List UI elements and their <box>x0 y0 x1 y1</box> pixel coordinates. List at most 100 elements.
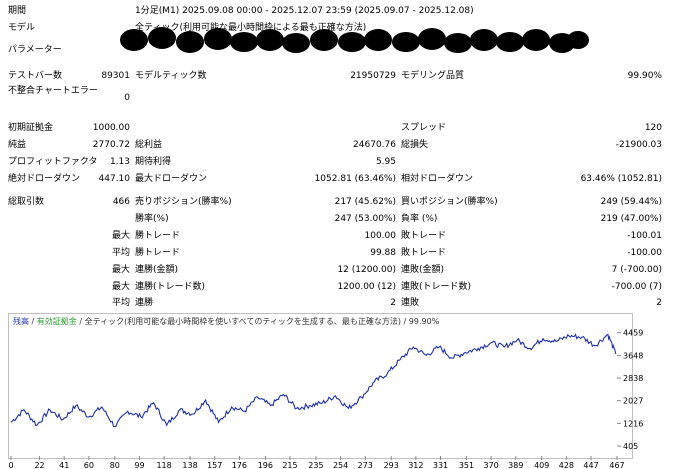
mismatch-value: 0 <box>124 93 130 103</box>
x-tick-label: 80 <box>110 461 120 469</box>
max-win-value: 100.00 <box>364 231 397 241</box>
x-tick-label: 157 <box>207 461 222 469</box>
y-tick-label: 2838 <box>623 374 643 383</box>
max-drawdown-label: 最大ドローダウン <box>135 174 208 184</box>
x-tick-label: 370 <box>483 461 498 469</box>
test-bars-value: 89301 <box>101 71 130 81</box>
max-drawdown-value: 1052.81 (63.46%) <box>314 174 396 184</box>
initial-deposit-value: 1000.00 <box>92 123 130 133</box>
legend-quality: 99.90% <box>408 317 440 326</box>
x-tick-label: 273 <box>358 461 373 469</box>
x-tick-label: 176 <box>232 461 247 469</box>
model-ticks-label: モデルティック数 <box>135 71 207 81</box>
max-consec-win-count-value: 1200.00 (12) <box>337 282 396 292</box>
legend-equity: 有効証拠金 <box>36 317 77 326</box>
x-tick-label: 196 <box>258 461 273 469</box>
max-consec-loss-count-label: 連敗(トレード数) <box>401 282 472 292</box>
x-tick-label: 467 <box>609 461 624 469</box>
x-tick-label: 312 <box>408 461 423 469</box>
y-tick-label: 3648 <box>623 351 643 360</box>
profit-factor-value: 1.13 <box>109 157 130 167</box>
net-profit-value: 2770.72 <box>92 140 130 150</box>
x-tick-label: 22 <box>34 461 44 469</box>
x-tick-label: 447 <box>583 461 598 469</box>
gross-profit-label: 総利益 <box>135 140 163 150</box>
legend-separator: / <box>79 317 83 326</box>
mismatch-label: 不整合チャートエラー <box>8 86 98 96</box>
x-tick-label: 331 <box>433 461 448 469</box>
max-consec-win-count-label: 連勝(トレード数) <box>135 282 206 292</box>
x-tick-label: 41 <box>59 461 69 469</box>
avg-win-label: 勝トレード <box>135 248 181 258</box>
period-label: 期間 <box>8 6 27 16</box>
avg-prefix: 平均 <box>111 298 130 308</box>
x-tick-label: 138 <box>182 461 197 469</box>
max-prefix: 最大 <box>111 231 130 241</box>
max-consec-loss-amount-value: 7 (-700.00) <box>611 265 662 275</box>
max-win-label: 勝トレード <box>135 231 181 241</box>
total-trades-value: 466 <box>112 197 130 207</box>
win-rate-value: 247 (53.00%) <box>334 214 396 224</box>
avg-prefix: 平均 <box>111 248 130 258</box>
spread-label: スプレッド <box>401 123 447 133</box>
absolute-drawdown-label: 絶対ドローダウン <box>8 174 81 184</box>
period-value: 1分足(M1) 2025.09.08 00:00 - 2025.12.07 23… <box>135 6 474 16</box>
max-loss-label: 敗トレード <box>401 231 447 241</box>
balance-chart-svg: 405 1216 2027 2838 3648 4459 0 22 41 60 80 99 118 138… <box>8 329 643 469</box>
model-ticks-value: 21950729 <box>350 71 396 81</box>
legend-model-text: 全ティック(利用可能な最小時間枠を使いすべてのティックを生成する、最も正確な方法… <box>84 317 401 326</box>
x-tick-label: 351 <box>459 461 474 469</box>
x-tick-label: 118 <box>156 461 171 469</box>
gross-profit-value: 24670.76 <box>353 140 396 150</box>
loss-rate-label: 負率 (%) <box>401 214 438 224</box>
test-bars-label: テストバー数 <box>8 71 63 81</box>
balance-series-line <box>10 333 617 428</box>
x-tick-label: 235 <box>308 461 323 469</box>
short-positions-label: 売りポジション(勝率%) <box>135 197 232 207</box>
initial-deposit-label: 初期証拠金 <box>8 123 54 133</box>
expected-payoff-value: 5.95 <box>375 157 396 167</box>
parameters-label: パラメーター <box>8 45 62 55</box>
relative-drawdown-label: 相対ドローダウン <box>401 174 474 184</box>
spread-value: 120 <box>644 123 662 133</box>
avg-consec-win-value: 2 <box>390 298 396 308</box>
absolute-drawdown-value: 447.10 <box>98 174 131 184</box>
balance-chart: 405 1216 2027 2838 3648 4459 0 22 41 60 80 99 118 138… <box>8 313 643 469</box>
max-consec-loss-count-value: -700.00 (7) <box>611 282 662 292</box>
x-tick-label: 254 <box>333 461 348 469</box>
x-tick-label: 389 <box>508 461 523 469</box>
legend-separator: / <box>31 317 35 326</box>
max-consec-win-amount-value: 12 (1200.00) <box>337 265 396 275</box>
net-profit-label: 純益 <box>8 140 27 150</box>
avg-consec-win-label: 連勝 <box>135 298 154 308</box>
max-prefix: 最大 <box>111 282 130 292</box>
model-quality-value: 99.90% <box>627 71 662 81</box>
x-tick-label: 0 <box>8 461 13 469</box>
relative-drawdown-value: 63.46% (1052.81) <box>580 174 662 184</box>
long-positions-value: 249 (59.44%) <box>600 197 662 207</box>
model-value: 全ティック(利用可能な最小時間枠による最も正確な方法) <box>135 23 367 33</box>
x-tick-label: 293 <box>384 461 399 469</box>
legend-balance: 残高 <box>13 317 29 326</box>
model-label: モデル <box>8 23 36 33</box>
x-tick-label: 428 <box>559 461 574 469</box>
avg-consec-loss-label: 連敗 <box>401 298 420 308</box>
redaction-scribble <box>120 27 589 53</box>
short-positions-value: 217 (45.62%) <box>334 197 396 207</box>
profit-factor-label: プロフィットファクタ <box>8 157 98 167</box>
avg-loss-label: 敗トレード <box>401 248 447 258</box>
y-tick-label: 2027 <box>623 397 643 406</box>
x-tick-label: 99 <box>134 461 144 469</box>
gross-loss-value: -21900.03 <box>615 140 662 150</box>
total-trades-label: 総取引数 <box>8 197 45 207</box>
avg-win-value: 99.88 <box>370 248 396 258</box>
y-tick-label: 405 <box>623 442 638 451</box>
expected-payoff-label: 期待利得 <box>135 157 172 167</box>
max-loss-value: -100.01 <box>627 231 662 241</box>
max-consec-win-amount-label: 連勝(金額) <box>135 265 179 275</box>
x-tick-label: 60 <box>84 461 94 469</box>
max-consec-loss-amount-label: 連敗(金額) <box>401 265 445 275</box>
y-tick-label: 4459 <box>623 329 643 338</box>
loss-rate-value: 219 (47.00%) <box>600 214 662 224</box>
y-tick-label: 1216 <box>623 419 643 428</box>
